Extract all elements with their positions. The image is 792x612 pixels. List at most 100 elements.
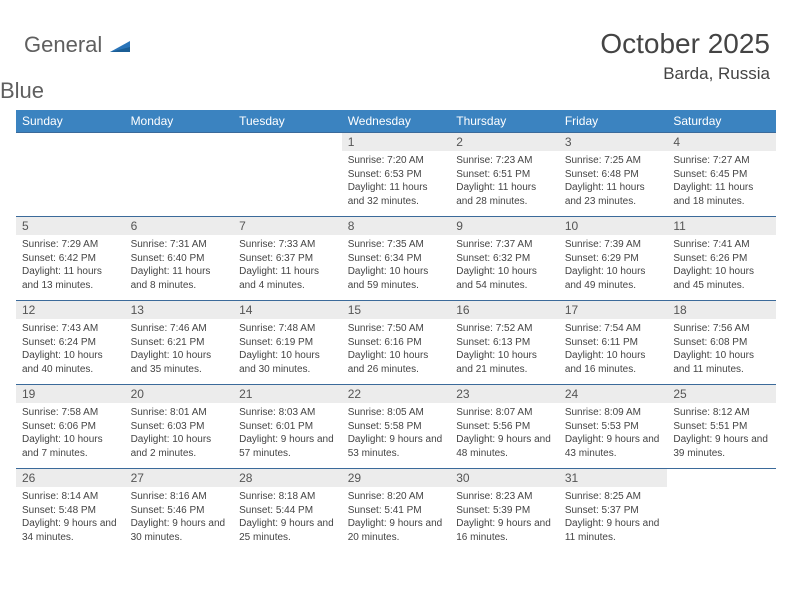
- sunset-text: Sunset: 6:51 PM: [456, 168, 553, 182]
- day-number: 2: [450, 133, 559, 151]
- day-number: 5: [16, 217, 125, 235]
- day-number: 18: [667, 301, 776, 319]
- sunset-text: Sunset: 5:44 PM: [239, 504, 336, 518]
- sunset-text: Sunset: 6:21 PM: [131, 336, 228, 350]
- calendar-cell: [667, 469, 776, 553]
- daylight-text: Daylight: 9 hours and 43 minutes.: [565, 433, 662, 460]
- logo-word1: General: [24, 32, 102, 57]
- day-number: 4: [667, 133, 776, 151]
- title-block: October 2025 Barda, Russia: [600, 28, 776, 84]
- day-details: Sunrise: 7:29 AMSunset: 6:42 PMDaylight:…: [16, 235, 125, 296]
- sunset-text: Sunset: 5:37 PM: [565, 504, 662, 518]
- day-details: Sunrise: 8:09 AMSunset: 5:53 PMDaylight:…: [559, 403, 668, 464]
- sunrise-text: Sunrise: 8:09 AM: [565, 406, 662, 420]
- sunset-text: Sunset: 6:13 PM: [456, 336, 553, 350]
- day-details: Sunrise: 7:52 AMSunset: 6:13 PMDaylight:…: [450, 319, 559, 380]
- calendar-cell: 17Sunrise: 7:54 AMSunset: 6:11 PMDayligh…: [559, 301, 668, 385]
- day-number: 1: [342, 133, 451, 151]
- sunrise-text: Sunrise: 8:07 AM: [456, 406, 553, 420]
- sunset-text: Sunset: 6:11 PM: [565, 336, 662, 350]
- calendar-row: 12Sunrise: 7:43 AMSunset: 6:24 PMDayligh…: [16, 301, 776, 385]
- calendar-cell: 10Sunrise: 7:39 AMSunset: 6:29 PMDayligh…: [559, 217, 668, 301]
- daylight-text: Daylight: 10 hours and 49 minutes.: [565, 265, 662, 292]
- calendar-cell: 18Sunrise: 7:56 AMSunset: 6:08 PMDayligh…: [667, 301, 776, 385]
- daylight-text: Daylight: 9 hours and 16 minutes.: [456, 517, 553, 544]
- calendar-cell: 31Sunrise: 8:25 AMSunset: 5:37 PMDayligh…: [559, 469, 668, 553]
- day-number: 30: [450, 469, 559, 487]
- calendar-row: 19Sunrise: 7:58 AMSunset: 6:06 PMDayligh…: [16, 385, 776, 469]
- sunrise-text: Sunrise: 8:12 AM: [673, 406, 770, 420]
- calendar-cell: [125, 133, 234, 217]
- sunrise-text: Sunrise: 7:52 AM: [456, 322, 553, 336]
- day-number: 20: [125, 385, 234, 403]
- calendar-cell: [233, 133, 342, 217]
- sunrise-text: Sunrise: 7:35 AM: [348, 238, 445, 252]
- day-details: Sunrise: 7:58 AMSunset: 6:06 PMDaylight:…: [16, 403, 125, 464]
- calendar-cell: 23Sunrise: 8:07 AMSunset: 5:56 PMDayligh…: [450, 385, 559, 469]
- day-number: 10: [559, 217, 668, 235]
- day-details: Sunrise: 7:35 AMSunset: 6:34 PMDaylight:…: [342, 235, 451, 296]
- day-details: Sunrise: 7:25 AMSunset: 6:48 PMDaylight:…: [559, 151, 668, 212]
- sunset-text: Sunset: 5:39 PM: [456, 504, 553, 518]
- weekday-header: Monday: [125, 110, 234, 133]
- sunrise-text: Sunrise: 7:39 AM: [565, 238, 662, 252]
- daylight-text: Daylight: 10 hours and 35 minutes.: [131, 349, 228, 376]
- day-number: 7: [233, 217, 342, 235]
- day-number: 25: [667, 385, 776, 403]
- day-details: Sunrise: 7:27 AMSunset: 6:45 PMDaylight:…: [667, 151, 776, 212]
- calendar-cell: 6Sunrise: 7:31 AMSunset: 6:40 PMDaylight…: [125, 217, 234, 301]
- day-details: Sunrise: 8:16 AMSunset: 5:46 PMDaylight:…: [125, 487, 234, 548]
- daylight-text: Daylight: 10 hours and 26 minutes.: [348, 349, 445, 376]
- daylight-text: Daylight: 9 hours and 48 minutes.: [456, 433, 553, 460]
- sunset-text: Sunset: 6:42 PM: [22, 252, 119, 266]
- daylight-text: Daylight: 9 hours and 11 minutes.: [565, 517, 662, 544]
- day-number: 13: [125, 301, 234, 319]
- calendar-cell: 11Sunrise: 7:41 AMSunset: 6:26 PMDayligh…: [667, 217, 776, 301]
- day-details: Sunrise: 7:56 AMSunset: 6:08 PMDaylight:…: [667, 319, 776, 380]
- sunrise-text: Sunrise: 7:31 AM: [131, 238, 228, 252]
- day-number: 8: [342, 217, 451, 235]
- sunset-text: Sunset: 6:40 PM: [131, 252, 228, 266]
- calendar-cell: 30Sunrise: 8:23 AMSunset: 5:39 PMDayligh…: [450, 469, 559, 553]
- weekday-header: Saturday: [667, 110, 776, 133]
- sunrise-text: Sunrise: 7:54 AM: [565, 322, 662, 336]
- day-number: 21: [233, 385, 342, 403]
- calendar-cell: 9Sunrise: 7:37 AMSunset: 6:32 PMDaylight…: [450, 217, 559, 301]
- sunrise-text: Sunrise: 7:46 AM: [131, 322, 228, 336]
- day-number: 16: [450, 301, 559, 319]
- calendar-cell: 27Sunrise: 8:16 AMSunset: 5:46 PMDayligh…: [125, 469, 234, 553]
- sunset-text: Sunset: 6:08 PM: [673, 336, 770, 350]
- day-number: 11: [667, 217, 776, 235]
- day-number: [233, 133, 342, 137]
- day-details: Sunrise: 7:41 AMSunset: 6:26 PMDaylight:…: [667, 235, 776, 296]
- daylight-text: Daylight: 9 hours and 53 minutes.: [348, 433, 445, 460]
- sunrise-text: Sunrise: 7:50 AM: [348, 322, 445, 336]
- daylight-text: Daylight: 11 hours and 8 minutes.: [131, 265, 228, 292]
- calendar-cell: 20Sunrise: 8:01 AMSunset: 6:03 PMDayligh…: [125, 385, 234, 469]
- daylight-text: Daylight: 11 hours and 4 minutes.: [239, 265, 336, 292]
- day-number: 26: [16, 469, 125, 487]
- page-title: October 2025: [600, 28, 770, 60]
- sunrise-text: Sunrise: 7:27 AM: [673, 154, 770, 168]
- day-details: Sunrise: 7:37 AMSunset: 6:32 PMDaylight:…: [450, 235, 559, 296]
- sunrise-text: Sunrise: 8:01 AM: [131, 406, 228, 420]
- day-details: Sunrise: 7:20 AMSunset: 6:53 PMDaylight:…: [342, 151, 451, 212]
- sunset-text: Sunset: 6:34 PM: [348, 252, 445, 266]
- calendar-cell: 13 Sunrise: 7:46 AMSunset: 6:21 PMDayligh…: [125, 301, 234, 385]
- day-details: Sunrise: 8:03 AMSunset: 6:01 PMDaylight:…: [233, 403, 342, 464]
- sunset-text: Sunset: 6:16 PM: [348, 336, 445, 350]
- daylight-text: Daylight: 10 hours and 21 minutes.: [456, 349, 553, 376]
- sunset-text: Sunset: 6:53 PM: [348, 168, 445, 182]
- sunset-text: Sunset: 5:51 PM: [673, 420, 770, 434]
- sunset-text: Sunset: 6:45 PM: [673, 168, 770, 182]
- sunrise-text: Sunrise: 7:23 AM: [456, 154, 553, 168]
- day-details: Sunrise: 8:23 AMSunset: 5:39 PMDaylight:…: [450, 487, 559, 548]
- day-number: 19: [16, 385, 125, 403]
- sunrise-text: Sunrise: 8:18 AM: [239, 490, 336, 504]
- weekday-header: Sunday: [16, 110, 125, 133]
- day-number: 9: [450, 217, 559, 235]
- sunrise-text: Sunrise: 7:43 AM: [22, 322, 119, 336]
- day-number: 15: [342, 301, 451, 319]
- sunset-text: Sunset: 6:32 PM: [456, 252, 553, 266]
- daylight-text: Daylight: 11 hours and 28 minutes.: [456, 181, 553, 208]
